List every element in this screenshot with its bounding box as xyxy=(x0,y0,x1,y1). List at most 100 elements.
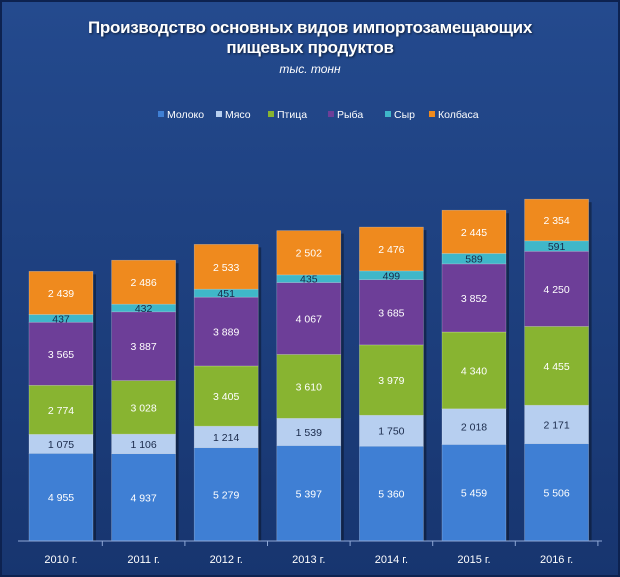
bar-segment xyxy=(524,198,589,242)
data-label: 589 xyxy=(465,254,483,266)
data-label: 2 486 xyxy=(130,277,156,289)
data-label: 3 852 xyxy=(461,293,487,305)
x-tick-label: 2016 г. xyxy=(540,554,573,566)
bar-segment xyxy=(276,418,342,446)
data-label: 435 xyxy=(300,274,318,286)
bar-segment xyxy=(111,259,176,305)
data-label: 4 067 xyxy=(296,314,322,326)
chart-title-line-1: Производство основных видов импортозамещ… xyxy=(88,18,532,37)
bar-column: 4 955 1 075 2 774 3 565 437 2 439 xyxy=(28,271,96,542)
data-label: 2 354 xyxy=(543,215,569,227)
bar-column: 4 937 1 106 3 028 3 887 432 2 486 xyxy=(111,259,179,542)
data-label: 2 439 xyxy=(48,288,74,300)
bar-segment xyxy=(276,282,342,355)
bar-segment xyxy=(193,296,259,367)
data-label: 3 028 xyxy=(130,402,156,414)
data-label: 2 774 xyxy=(48,405,74,417)
x-tick-label: 2012 г. xyxy=(210,554,243,566)
data-label: 432 xyxy=(135,303,153,315)
bar-segment xyxy=(276,354,342,419)
data-label: 1 214 xyxy=(213,432,239,444)
legend-swatch xyxy=(429,111,435,117)
legend-item: Молоко xyxy=(158,109,204,121)
bar-segment xyxy=(441,331,507,410)
data-label: 1 106 xyxy=(130,439,156,451)
data-label: 3 887 xyxy=(130,341,156,353)
data-label: 1 539 xyxy=(296,427,322,439)
legend: Молоко Мясо Птица Рыба Сыр Колбаса xyxy=(158,109,479,121)
chart-title-line-2: пищевых продуктов xyxy=(226,38,394,57)
data-label: 3 889 xyxy=(213,327,239,339)
bar-segment xyxy=(276,230,342,276)
data-label: 4 250 xyxy=(543,284,569,296)
bar-segment xyxy=(28,271,94,315)
bar-segment xyxy=(524,250,589,327)
data-label: 5 397 xyxy=(296,488,322,500)
legend-item: Рыба xyxy=(328,109,363,121)
bar-segment xyxy=(524,326,589,406)
bar-segment xyxy=(359,279,424,346)
legend-label: Сыр xyxy=(394,109,415,121)
bar-segment xyxy=(359,445,424,542)
bar-segment xyxy=(111,311,176,381)
bar-segment xyxy=(441,209,507,254)
data-label: 3 610 xyxy=(296,381,322,393)
bar-column: 5 459 2 018 4 340 3 852 589 2 445 xyxy=(441,209,509,542)
data-label: 451 xyxy=(217,288,235,300)
legend-label: Молоко xyxy=(167,109,204,121)
x-tick-label: 2011 г. xyxy=(127,554,159,566)
data-label: 5 459 xyxy=(461,488,487,500)
x-tick-label: 2010 г. xyxy=(44,554,77,566)
data-label: 3 979 xyxy=(378,375,404,387)
data-label: 3 405 xyxy=(213,391,239,403)
bar-segment xyxy=(524,404,589,444)
x-tick-label: 2014 г. xyxy=(375,554,408,566)
bar-segment xyxy=(441,263,507,333)
data-label: 4 937 xyxy=(130,492,156,504)
data-label: 2 533 xyxy=(213,262,239,274)
data-label: 499 xyxy=(383,270,401,282)
data-label: 4 955 xyxy=(48,492,74,504)
bar-segment xyxy=(111,380,176,435)
legend-swatch xyxy=(328,111,334,117)
chart-subtitle: тыс. тонн xyxy=(279,62,341,76)
bar-segment xyxy=(524,443,589,542)
bar-segment xyxy=(193,447,259,542)
data-label: 5 506 xyxy=(543,487,569,499)
data-label: 5 360 xyxy=(378,489,404,501)
bar-segment xyxy=(359,344,424,416)
legend-swatch xyxy=(158,111,164,117)
legend-item: Мясо xyxy=(216,109,251,121)
bar-column: 5 279 1 214 3 405 3 889 451 2 533 xyxy=(193,244,262,542)
data-label: 1 075 xyxy=(48,439,74,451)
data-label: 437 xyxy=(52,313,70,325)
x-tick-label: 2013 г. xyxy=(292,554,325,566)
legend-swatch xyxy=(385,111,391,117)
bar-segment xyxy=(111,453,176,542)
bar-segment xyxy=(28,384,94,435)
bar-segment xyxy=(28,321,94,386)
data-label: 591 xyxy=(548,241,566,253)
data-label: 1 750 xyxy=(378,426,404,438)
bar-segment xyxy=(359,414,424,447)
bars: 4 955 1 075 2 774 3 565 437 2 439 4 937 1 106 3 … xyxy=(28,198,592,542)
data-label: 2 476 xyxy=(378,244,404,256)
legend-label: Мясо xyxy=(225,109,251,121)
data-label: 2 502 xyxy=(296,248,322,260)
data-label: 2 445 xyxy=(461,227,487,239)
legend-item: Сыр xyxy=(385,109,415,121)
legend-item: Колбаса xyxy=(429,109,479,121)
x-tick-label: 2015 г. xyxy=(457,554,490,566)
bar-segment xyxy=(28,453,94,542)
legend-label: Рыба xyxy=(337,109,363,121)
legend-item: Птица xyxy=(268,109,307,121)
data-label: 2 018 xyxy=(461,422,487,434)
bar-segment xyxy=(359,226,424,272)
bar-segment xyxy=(276,445,342,542)
legend-label: Колбаса xyxy=(438,109,479,121)
bar-column: 5 397 1 539 3 610 4 067 435 2 502 xyxy=(276,230,344,542)
data-label: 2 171 xyxy=(543,419,569,431)
data-label: 3 565 xyxy=(48,349,74,361)
